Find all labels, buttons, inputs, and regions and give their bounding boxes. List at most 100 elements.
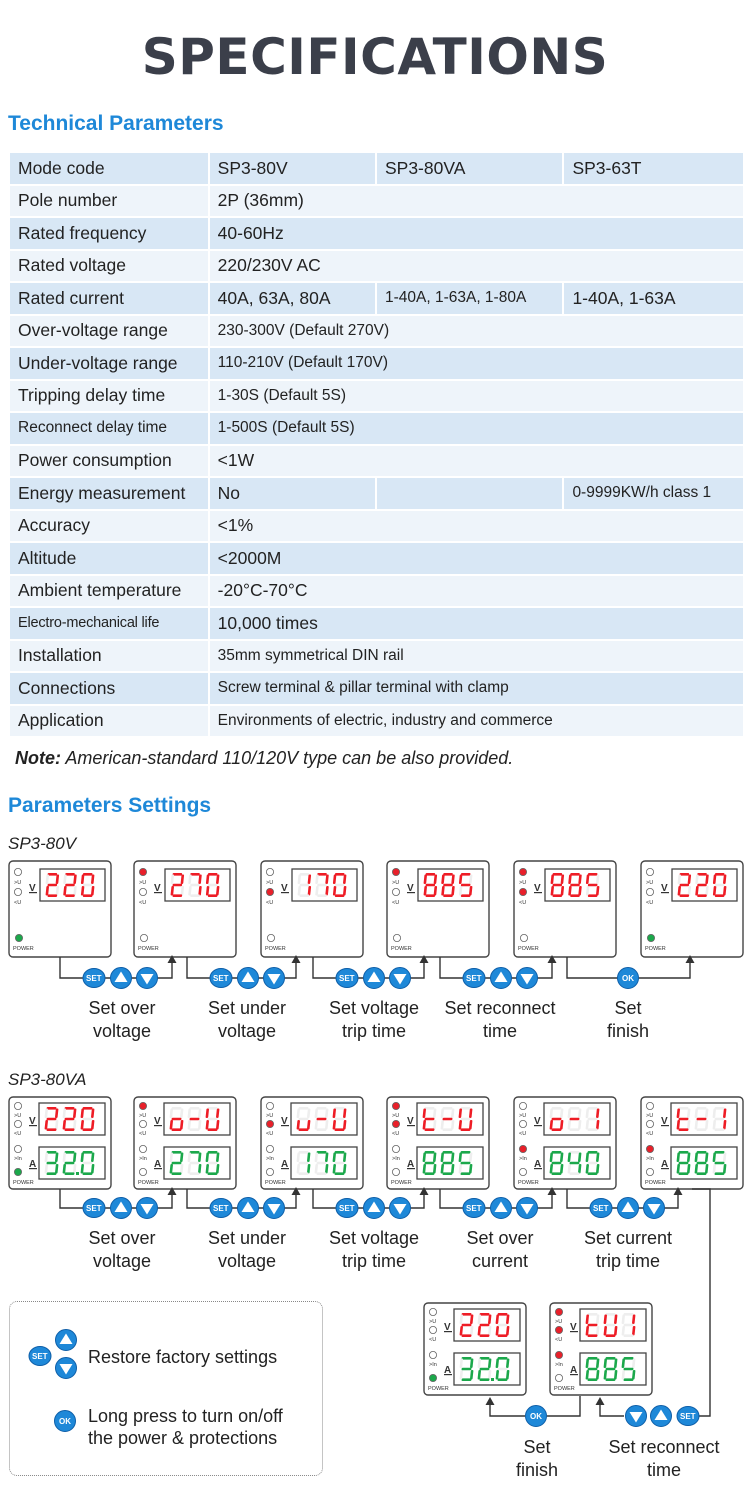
set-button[interactable]: SET — [462, 968, 486, 988]
display-segment — [569, 1107, 580, 1110]
set-button-shape[interactable] — [462, 1198, 486, 1218]
set-button-shape[interactable] — [82, 1198, 106, 1218]
power-label: POWER — [518, 1180, 539, 1186]
down-button[interactable] — [516, 1197, 538, 1219]
down-button[interactable] — [516, 967, 538, 989]
set-button[interactable]: SET — [82, 968, 106, 988]
under-voltage-label: <U — [392, 1131, 399, 1137]
arrow-down-icon[interactable] — [59, 1364, 73, 1375]
down-button[interactable] — [263, 1197, 285, 1219]
up-button[interactable] — [650, 1405, 672, 1427]
arrow-up-icon[interactable] — [367, 971, 381, 983]
display-segment — [479, 1367, 490, 1371]
arrow-up-icon[interactable] — [654, 1409, 668, 1421]
set-button[interactable]: SET — [335, 1198, 359, 1218]
set-button-shape[interactable] — [335, 1198, 359, 1218]
arrow-up-icon[interactable] — [241, 1201, 255, 1213]
ok-button-shape[interactable] — [617, 967, 639, 989]
down-button[interactable] — [136, 1197, 158, 1219]
display-segment — [47, 883, 58, 887]
ok-button[interactable]: OK — [54, 1410, 76, 1432]
device-sp3-80v: >U <U V POWER — [386, 860, 490, 958]
display-segment — [198, 1152, 202, 1162]
display-segment — [422, 1152, 426, 1162]
set-button-shape[interactable] — [589, 1198, 613, 1218]
arrow-up-icon[interactable] — [621, 1201, 635, 1213]
display-segment — [560, 1120, 564, 1130]
set-button-shape[interactable] — [209, 1198, 233, 1218]
arrow-up-icon[interactable] — [367, 1201, 381, 1213]
down-button[interactable] — [263, 967, 285, 989]
down-button[interactable] — [389, 967, 411, 989]
arrow-down-icon[interactable] — [393, 1204, 407, 1215]
arrow-up-icon[interactable] — [114, 971, 128, 983]
arrow-down-icon[interactable] — [393, 974, 407, 985]
up-button[interactable] — [110, 967, 132, 989]
down-button[interactable] — [136, 967, 158, 989]
set-button-label: SET — [32, 1352, 48, 1361]
up-button[interactable] — [237, 1197, 259, 1219]
model-label-sp3-80va: SP3-80VA — [8, 1070, 87, 1089]
set-button[interactable]: SET — [28, 1346, 52, 1366]
ok-button-shape[interactable] — [525, 1405, 547, 1427]
arrow-up-icon[interactable] — [241, 971, 255, 983]
set-button-shape[interactable] — [28, 1346, 52, 1366]
set-button[interactable]: SET — [589, 1198, 613, 1218]
over-voltage-label: >U — [266, 880, 273, 886]
arrow-down-icon[interactable] — [520, 974, 534, 985]
up-button[interactable] — [363, 967, 385, 989]
indicator-off-icon — [265, 1168, 274, 1177]
up-button[interactable] — [490, 967, 512, 989]
arrow-down-icon[interactable] — [267, 974, 281, 985]
unit-underline — [661, 1125, 669, 1127]
set-button[interactable]: SET — [676, 1406, 700, 1426]
display-segment — [46, 1151, 57, 1154]
arrow-down-icon[interactable] — [629, 1412, 643, 1423]
up-button[interactable] — [363, 1197, 385, 1219]
arrow-down-icon[interactable] — [267, 1204, 281, 1215]
set-button[interactable]: SET — [335, 968, 359, 988]
device-sp3-80va: >U <U V >In A POWER — [386, 1096, 490, 1190]
arrow-up-icon[interactable] — [114, 1201, 128, 1213]
arrow-down-icon[interactable] — [647, 1204, 661, 1215]
ok-button-shape[interactable] — [54, 1410, 76, 1432]
up-button[interactable] — [490, 1197, 512, 1219]
arrow-up-icon[interactable] — [494, 971, 508, 983]
set-button-shape[interactable] — [82, 968, 106, 988]
arrow-down-icon[interactable] — [140, 1204, 154, 1215]
set-button[interactable]: SET — [209, 968, 233, 988]
display-segment — [316, 1128, 327, 1132]
arrow-up-icon[interactable] — [59, 1333, 73, 1345]
set-button-shape[interactable] — [209, 968, 233, 988]
arrow-down-icon[interactable] — [520, 1204, 534, 1215]
display-segment — [687, 1152, 691, 1162]
step-caption: Set over — [466, 1228, 533, 1248]
down-button[interactable] — [643, 1197, 665, 1219]
unit-underline — [444, 1331, 452, 1333]
set-button[interactable]: SET — [462, 1198, 486, 1218]
note-text: American-standard 110/120V type can be a… — [61, 748, 514, 768]
set-button[interactable]: SET — [209, 1198, 233, 1218]
display-segment — [568, 886, 572, 896]
display-segment — [170, 874, 174, 884]
arrow-up-icon[interactable] — [494, 1201, 508, 1213]
set-button-shape[interactable] — [676, 1406, 700, 1426]
set-button[interactable]: SET — [82, 1198, 106, 1218]
set-button-shape[interactable] — [335, 968, 359, 988]
arrow-down-icon[interactable] — [140, 974, 154, 985]
display-segment — [205, 886, 210, 896]
display-segment — [479, 1334, 490, 1338]
display-segment — [587, 1161, 598, 1165]
down-button[interactable] — [389, 1197, 411, 1219]
down-button[interactable] — [55, 1357, 77, 1379]
up-button[interactable] — [237, 967, 259, 989]
ok-button[interactable]: OK — [525, 1405, 547, 1427]
up-button[interactable] — [110, 1197, 132, 1219]
up-button[interactable] — [617, 1197, 639, 1219]
spec-table: Mode code SP3-80V SP3-80VA SP3-63T Pole numb… — [8, 151, 746, 738]
display-segment — [614, 1358, 618, 1368]
down-button[interactable] — [625, 1405, 647, 1427]
set-button-shape[interactable] — [462, 968, 486, 988]
ok-button[interactable]: OK — [617, 967, 639, 989]
up-button[interactable] — [55, 1329, 77, 1351]
